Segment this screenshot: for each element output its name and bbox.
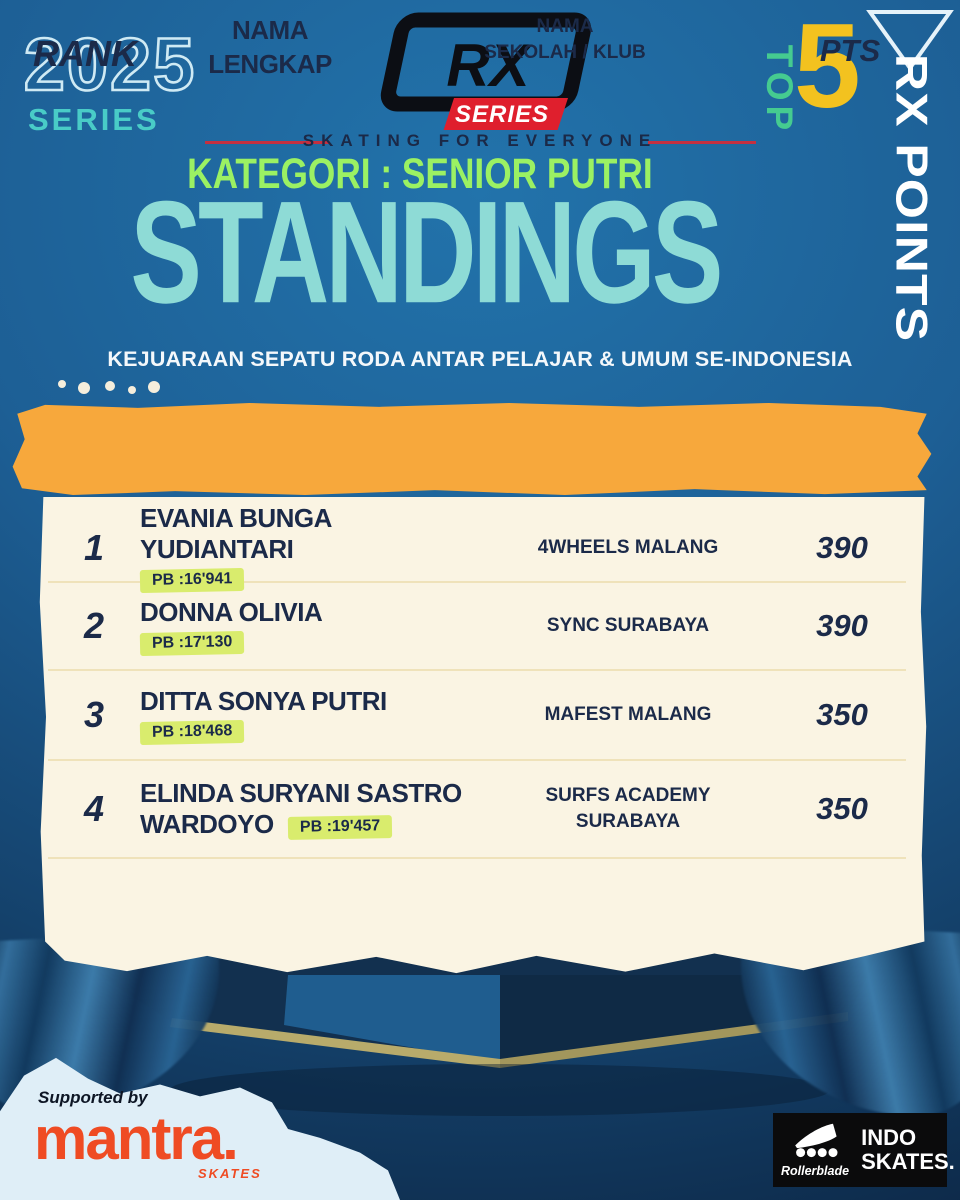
tagline: SKATING FOR EVERYONE xyxy=(302,131,658,150)
points-value: 350 xyxy=(816,791,868,826)
partner-logo-box: Rollerblade INDO SKATES. xyxy=(773,1113,955,1187)
year-series-label: SERIES xyxy=(28,102,160,137)
category-heading: KATEGORI : SENIOR PUTRI xyxy=(0,150,840,199)
supported-by-label: Supported by xyxy=(38,1088,148,1107)
sponsor-logo-sub: SKATES xyxy=(198,1166,262,1181)
header-pts: PTS xyxy=(819,33,881,68)
rx-points-label: RX POINTS xyxy=(886,53,938,343)
club-name: SYNC SURABAYA xyxy=(546,615,710,637)
personal-best-badge: PB :19'457 xyxy=(287,814,393,840)
rx-logo-text: RX xyxy=(446,32,533,99)
header-name-line1: NAMA xyxy=(232,15,309,45)
athlete-cell: DITTA SONYA PUTRI PB :18'468 xyxy=(139,686,478,746)
stage-floor-shadow xyxy=(170,1064,830,1116)
athlete-name: EVANIA BUNGA YUDIANTARI xyxy=(140,503,331,564)
points-value: 390 xyxy=(816,529,868,565)
stage-gold-trim-left xyxy=(170,1018,500,1068)
standings-card: 1 EVANIA BUNGA YUDIANTARI PB :16'941 4WH… xyxy=(39,497,927,974)
rank-value: 1 xyxy=(83,526,105,568)
personal-best-badge: PB :16'941 xyxy=(139,567,245,594)
rank-value: 3 xyxy=(83,694,105,735)
table-row: 3 DITTA SONYA PUTRI PB :18'468 MAFEST MA… xyxy=(48,671,906,761)
athlete-cell: ELINDA SURYANI SASTRO WARDOYO PB :19'457 xyxy=(140,778,478,841)
club-name: MAFEST MALANG xyxy=(544,704,712,726)
stage-left-face xyxy=(284,975,500,1063)
personal-best-badge: PB :18'468 xyxy=(139,719,245,746)
top-number: 5 xyxy=(794,0,861,133)
indoskates-line2: SKATES. xyxy=(861,1149,955,1174)
header-name: NAMA LENGKAP xyxy=(155,14,385,82)
header-club-line2: SEKOLAH / KLUB xyxy=(484,41,646,63)
points-value: 350 xyxy=(816,697,868,732)
athlete-name: ELINDA SURYANI SASTRO WARDOYO xyxy=(140,777,462,839)
subtitle: KEJUARAAN SEPATU RODA ANTAR PELAJAR & UM… xyxy=(107,347,853,371)
triangle-down-icon xyxy=(866,10,954,72)
table-row: 2 DONNA OLIVIA PB :17'130 SYNC SURABAYA … xyxy=(48,583,906,671)
rx-series-logo: RX SERIES xyxy=(380,12,592,130)
page-title: STANDINGS xyxy=(0,179,850,325)
club-name: SURFS ACADEMY SURABAYA xyxy=(545,785,711,832)
table-row: 4 ELINDA SURYANI SASTRO WARDOYO PB :19'4… xyxy=(48,761,906,859)
tagline-rule-right xyxy=(648,141,756,144)
header-name-line2: LENGKAP xyxy=(208,48,332,79)
year-text: 2025 xyxy=(24,23,197,106)
table-row: 1 EVANIA BUNGA YUDIANTARI PB :16'941 4WH… xyxy=(48,503,906,594)
title-text: STANDINGS xyxy=(130,170,723,334)
sponsor-logo-mantra: mantra. xyxy=(34,1105,239,1172)
header-club: NAMA SEKOLAH / KLUB xyxy=(450,14,680,65)
indoskates-wordmark: INDO SKATES. xyxy=(861,1126,955,1174)
rollerblade-wordmark: Rollerblade xyxy=(781,1164,850,1178)
points-value: 390 xyxy=(816,608,868,643)
athlete-cell: EVANIA BUNGA YUDIANTARI PB :16'941 xyxy=(139,503,478,594)
athlete-name: DONNA OLIVIA xyxy=(140,597,323,627)
rollerblade-logo: Rollerblade xyxy=(781,1122,849,1178)
rank-value: 4 xyxy=(83,788,105,829)
header-club-line1: NAMA xyxy=(536,16,594,37)
athlete-name: DITTA SONYA PUTRI xyxy=(140,686,387,716)
series-banner-text: SERIES xyxy=(455,101,549,128)
series-banner xyxy=(443,98,568,130)
indoskates-line1: INDO xyxy=(861,1125,917,1151)
rollerblade-skate-icon xyxy=(795,1123,838,1158)
table-header-band xyxy=(12,402,932,496)
standings-rows: 1 EVANIA BUNGA YUDIANTARI PB :16'941 4WH… xyxy=(40,497,926,973)
category-text: KATEGORI : SENIOR PUTRI xyxy=(187,150,653,198)
year-outline: 2025 xyxy=(22,22,197,108)
personal-best-badge: PB :17'130 xyxy=(139,630,245,657)
paint-splatter xyxy=(58,380,66,388)
athlete-cell: DONNA OLIVIA PB :17'130 xyxy=(139,597,478,657)
club-name: 4WHEELS MALANG xyxy=(537,536,719,558)
tagline-rule-left xyxy=(205,141,330,144)
header-rank: RANK xyxy=(33,33,137,74)
rank-value: 2 xyxy=(83,605,105,646)
